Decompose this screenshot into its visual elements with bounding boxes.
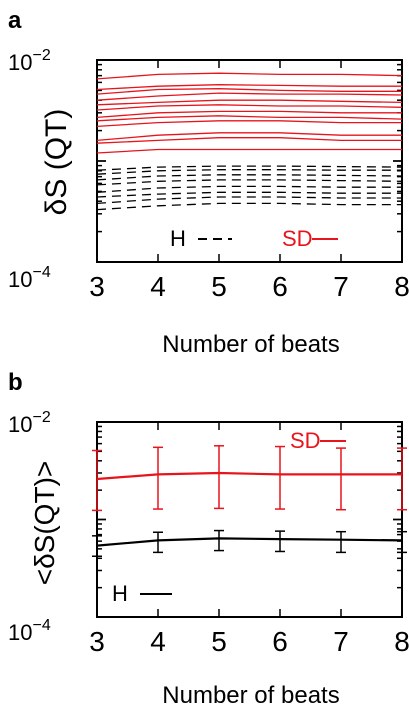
x-axis-label: Number of beats [162,682,339,709]
legend-h-label: H [170,226,186,251]
series-sd-line [96,99,403,106]
x-tick-label: 8 [394,626,409,657]
y-tick-label-bottom: 10−4 [8,617,51,645]
y-tick-bottom-base: 10 [8,267,32,292]
series-sd-line [96,72,403,80]
x-tick-label: 8 [394,271,409,302]
y-axis-label: <δS(QT)> [29,461,60,586]
x-tick-label: 4 [150,271,166,302]
x-tick-label: 5 [211,626,227,657]
legend-sd-label: SD [290,428,321,453]
series-h-line [96,169,402,175]
legend-sd-label: SD [282,226,313,251]
x-tick-label: 4 [150,626,166,657]
y-tick-top-base: 10 [8,412,32,437]
panel-label: b [8,369,23,396]
series-sd-line [96,120,402,128]
panel-label: a [8,7,22,34]
y-tick-label-bottom: 10−4 [8,264,51,292]
series-h-line [96,179,403,186]
x-tick-label: 7 [333,626,349,657]
series-sd-line [96,137,402,144]
series-h-line [96,174,403,181]
series-sd-line [96,84,402,91]
x-tick-label: 3 [89,271,105,302]
x-tick-label: 5 [211,271,227,302]
y-tick-label-top: 10−2 [8,47,51,75]
legend-h-label: H [112,581,128,606]
x-tick-label: 7 [333,271,349,302]
x-tick-label: 6 [272,626,288,657]
y-tick-top-base: 10 [8,50,32,75]
x-axis-label: Number of beats [162,331,339,358]
y-tick-top-exp: −2 [32,47,50,64]
series-h-line [96,185,402,193]
series-sd-line [96,88,402,95]
series-sd-line [96,148,402,154]
series-h-line [96,196,402,205]
legend-sd: SD [290,428,346,453]
plot-area: 3 4 5 6 7 8 [89,59,409,302]
y-tick-bottom-exp: −4 [32,617,50,634]
y-axis-label: δS (QT) [40,109,73,216]
series-sd-line [96,132,402,142]
series-sd-line [96,115,403,122]
y-tick-bottom-base: 10 [8,620,32,645]
y-tick-bottom-exp: −4 [32,264,50,281]
series-h-line [96,202,402,211]
series-sd-line [96,92,403,101]
series-sd-line [96,110,402,119]
series-h-line [96,537,403,547]
series-sd-line [96,471,402,481]
series-h-line [96,165,403,171]
legend-sd: SD [282,226,338,251]
y-tick-label-top: 10−2 [8,409,51,437]
series-sd-line [96,104,403,111]
legend-h: H [170,226,232,251]
plot-frame [96,421,403,618]
x-tick-label: 3 [89,626,105,657]
x-tick-label: 6 [272,271,288,302]
y-tick-top-exp: −2 [32,409,50,426]
legend-h: H [112,581,172,606]
plot-area: 3 4 5 6 7 8 [89,421,409,657]
series-h-line [96,191,402,198]
